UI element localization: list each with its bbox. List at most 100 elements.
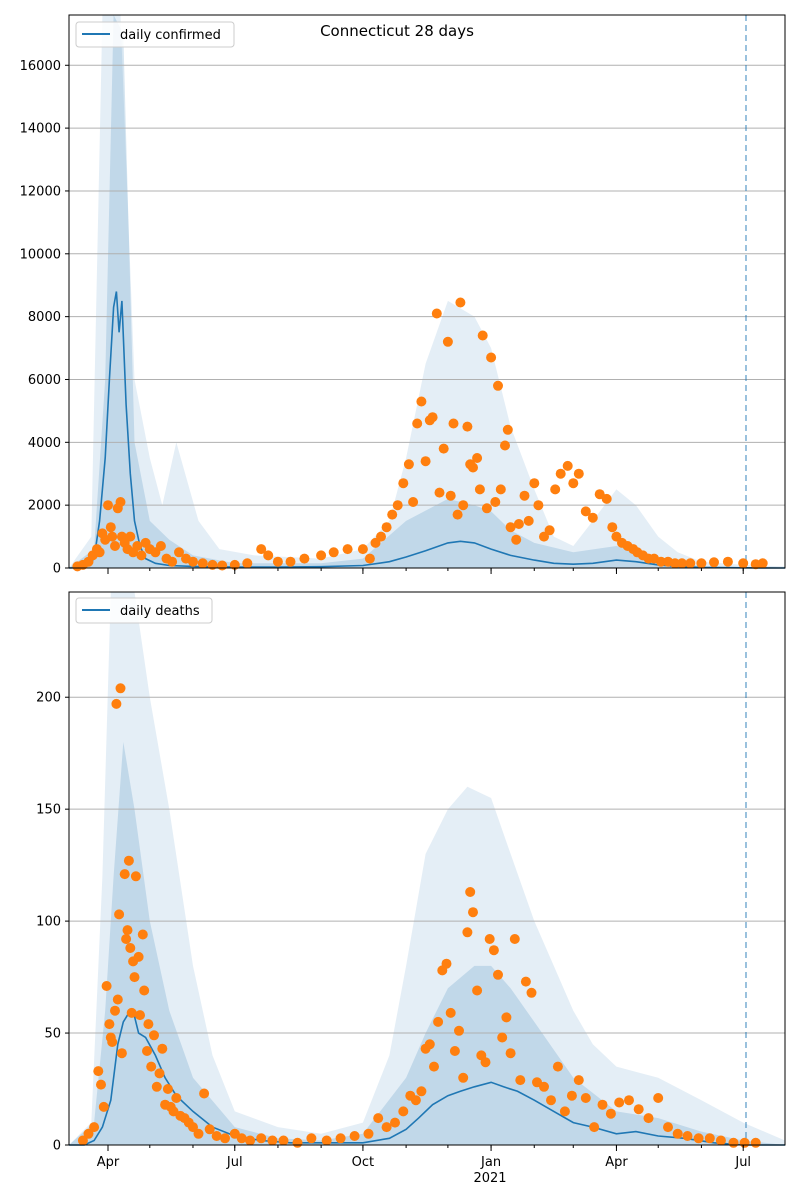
- deaths-observed-point: [149, 1030, 159, 1041]
- deaths-legend-label: daily deaths: [120, 604, 200, 619]
- confirmed-observed-point: [500, 440, 510, 451]
- deaths-observed-point: [245, 1135, 256, 1146]
- confirmed-axes: [68, 14, 786, 569]
- deaths-band-inner: [69, 742, 785, 1145]
- deaths-observed-point: [122, 925, 133, 936]
- deaths-observed-point: [162, 1084, 173, 1094]
- deaths-observed-point: [480, 1057, 491, 1068]
- confirmed-observed-point: [573, 468, 584, 479]
- deaths-observed-point: [643, 1113, 654, 1124]
- deaths-axes: [68, 591, 786, 1146]
- deaths-observed-point: [515, 1075, 526, 1086]
- confirmed-y-tick-label: 0: [53, 562, 61, 577]
- confirmed-y-tick-label: 6000: [28, 373, 61, 388]
- deaths-observed-point: [193, 1128, 204, 1139]
- deaths-observed-point: [130, 871, 141, 882]
- x-tick-label: Jul: [734, 1155, 751, 1170]
- deaths-observed-point: [306, 1133, 317, 1144]
- deaths-observed-point: [497, 1032, 508, 1043]
- deaths-observed-point: [614, 1097, 625, 1108]
- confirmed-observed-point: [285, 556, 296, 567]
- confirmed-observed-point: [722, 556, 733, 567]
- confirmed-observed-point: [342, 544, 353, 555]
- deaths-observed-point: [381, 1122, 392, 1133]
- confirmed-legend-label: daily confirmed: [120, 28, 221, 43]
- deaths-observed-point: [559, 1106, 570, 1117]
- deaths-observed-point: [398, 1106, 409, 1117]
- confirmed-observed-point: [392, 500, 403, 511]
- deaths-observed-point: [390, 1117, 400, 1128]
- confirmed-observed-point: [513, 519, 524, 529]
- confirmed-observed-point: [434, 487, 445, 498]
- deaths-y-tick-label: 50: [44, 1027, 61, 1042]
- deaths-legend-box: [75, 597, 213, 624]
- confirmed-observed-point: [568, 478, 579, 489]
- confirmed-observed-point: [458, 500, 469, 511]
- deaths-observed-point: [715, 1135, 726, 1146]
- deaths-observed-point: [449, 1046, 460, 1056]
- confirmed-observed-point: [217, 560, 228, 571]
- confirmed-observed-point: [107, 531, 118, 542]
- deaths-observed-point: [410, 1095, 421, 1106]
- deaths-observed-point: [501, 1012, 512, 1023]
- deaths-uncertainty-bands: [69, 592, 785, 1145]
- deaths-observed-point: [445, 1007, 456, 1018]
- confirmed-observed-point: [197, 558, 208, 569]
- confirmed-observed-point: [656, 556, 666, 567]
- deaths-observed-point: [682, 1131, 693, 1141]
- deaths-observed-point: [278, 1135, 289, 1146]
- confirmed-observed-point: [408, 497, 419, 507]
- confirmed-observed-point: [381, 522, 392, 533]
- deaths-observed-point: [605, 1108, 616, 1119]
- confirmed-observed-point: [328, 547, 339, 558]
- deaths-observed-point: [188, 1122, 198, 1133]
- confirmed-observed-point: [94, 547, 105, 558]
- deaths-band-outer: [69, 592, 785, 1145]
- confirmed-observed-point: [696, 558, 707, 569]
- confirmed-observed-point: [481, 503, 492, 514]
- confirmed-observed-point: [533, 500, 544, 511]
- confirmed-panel: 0 2000 4000 6000 8000 10000 12000 14000 16000 da…: [20, 14, 786, 577]
- confirmed-observed-point: [136, 550, 147, 561]
- deaths-legend: daily deaths: [75, 597, 213, 624]
- deaths-observed-point: [154, 1068, 165, 1079]
- confirmed-observed-point: [529, 478, 540, 489]
- deaths-observed-point: [505, 1048, 516, 1059]
- confirmed-observed-point: [495, 484, 506, 495]
- confirmed-observed-point: [670, 558, 680, 569]
- deaths-observed-point: [146, 1061, 157, 1072]
- deaths-observed-point: [546, 1095, 556, 1106]
- confirmed-observed-point: [416, 396, 427, 407]
- confirmed-observed-point: [256, 544, 267, 555]
- deaths-observed-point: [465, 887, 476, 897]
- deaths-x-ticks: Apr Jul Oct Jan Apr Jul: [97, 1145, 751, 1170]
- deaths-observed-point: [110, 1005, 120, 1016]
- deaths-observed-point: [663, 1122, 673, 1133]
- x-tick-label: Apr: [97, 1155, 120, 1170]
- deaths-y-ticks: 0 50 100 150 200: [36, 691, 69, 1154]
- confirmed-observed-point: [455, 297, 466, 308]
- confirmed-observed-point: [438, 443, 449, 454]
- deaths-observed-point: [292, 1137, 303, 1148]
- deaths-observed-point: [462, 927, 473, 938]
- confirmed-observed-point: [502, 424, 513, 435]
- deaths-observed-point: [472, 985, 483, 996]
- confirmed-observed-points: [72, 297, 768, 572]
- deaths-observed-point: [211, 1131, 222, 1141]
- deaths-observed-point: [728, 1137, 739, 1148]
- deaths-observed-point: [256, 1133, 267, 1144]
- deaths-observed-point: [143, 1019, 154, 1030]
- deaths-observed-point: [468, 907, 478, 918]
- confirmed-observed-point: [263, 550, 274, 561]
- deaths-observed-point: [220, 1133, 230, 1144]
- deaths-observed-point: [267, 1135, 278, 1146]
- x-tick-label: Oct: [352, 1155, 374, 1170]
- deaths-observed-point: [98, 1101, 109, 1112]
- confirmed-model-series: [68, 291, 786, 569]
- confirmed-y-tick-label: 4000: [28, 436, 61, 451]
- deaths-observed-point: [135, 1010, 145, 1021]
- confirmed-band-inner: [69, 15, 785, 568]
- confirmed-legend-box: [75, 21, 235, 48]
- deaths-observed-point: [493, 969, 503, 980]
- confirmed-observed-point: [452, 509, 463, 520]
